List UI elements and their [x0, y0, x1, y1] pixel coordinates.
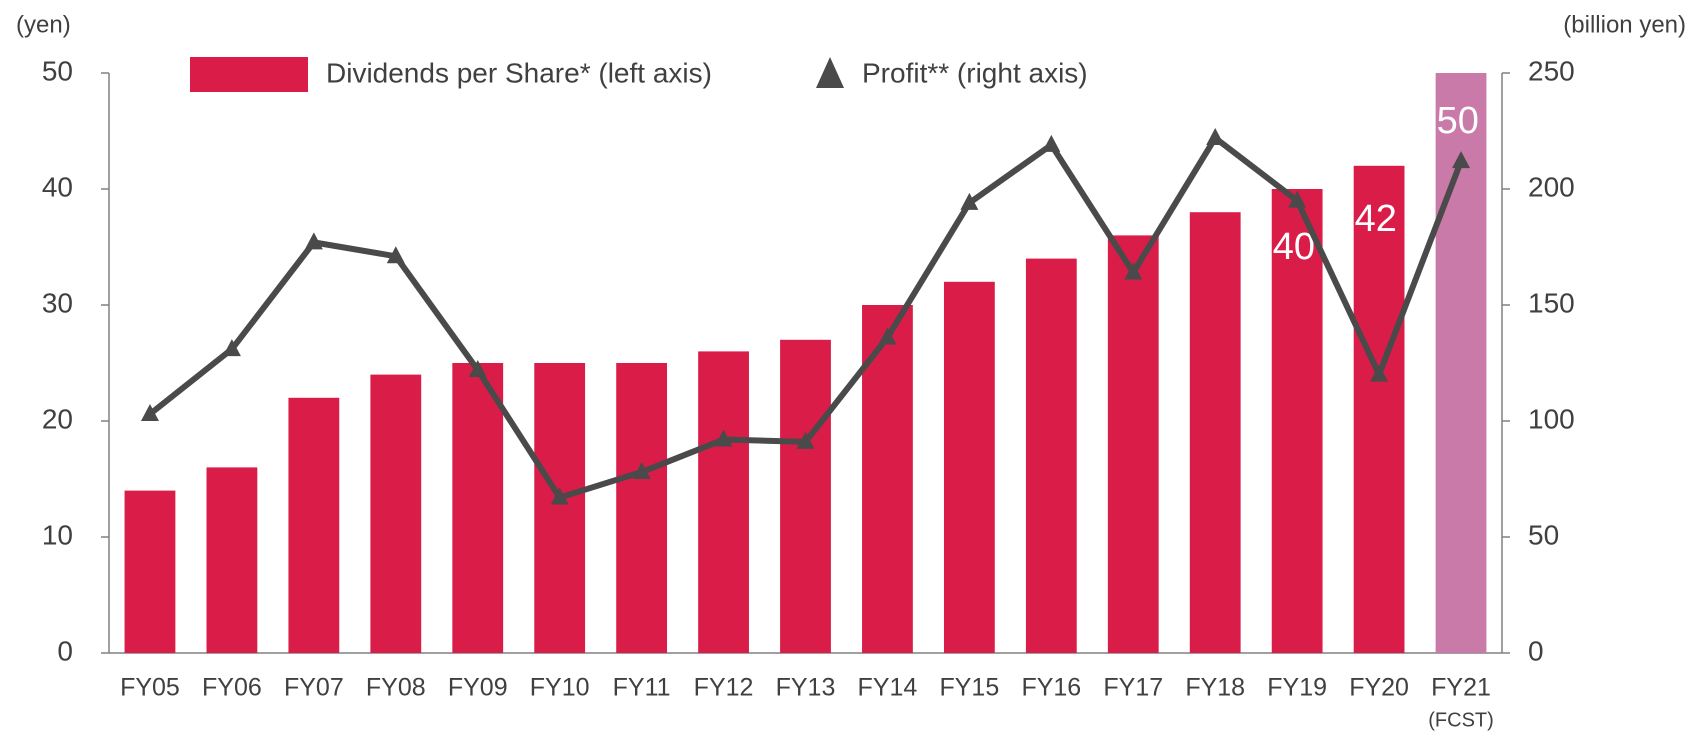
- bar: [534, 363, 586, 653]
- y-tick-label: 50: [42, 55, 73, 86]
- y2-tick-label: 200: [1528, 171, 1575, 202]
- y2-tick-label: 250: [1528, 55, 1575, 86]
- bar: [1353, 165, 1405, 654]
- y-tick-label: 40: [42, 171, 73, 202]
- marker: [222, 339, 241, 357]
- x-tick-label: FY11: [613, 674, 671, 702]
- bar: [698, 351, 749, 653]
- bar: [370, 374, 422, 653]
- y2-tick-label: 50: [1528, 519, 1559, 550]
- marker: [1206, 127, 1225, 145]
- marker: [1042, 134, 1061, 152]
- marker: [140, 404, 159, 422]
- x-tick-label: FY07: [284, 674, 344, 702]
- x-tick-label: FY13: [776, 674, 836, 702]
- marker: [632, 462, 651, 480]
- bar: [780, 339, 831, 653]
- marker: [1370, 364, 1389, 382]
- y2-tick-label: 0: [1528, 635, 1544, 666]
- marker: [468, 359, 487, 377]
- x-tick-label: FY12: [694, 674, 754, 702]
- data-label: 42: [1355, 198, 1397, 240]
- x-tick-label: FY06: [202, 674, 262, 702]
- bar: [1271, 189, 1323, 653]
- y2-axis-label: (billion yen): [1563, 11, 1686, 38]
- y2-tick-label: 100: [1528, 403, 1575, 434]
- marker: [1452, 151, 1471, 169]
- x-tick-label: FY18: [1185, 674, 1245, 702]
- annotation: (FCST): [1428, 709, 1494, 731]
- legend-swatch: [190, 57, 308, 92]
- x-tick-label: FY15: [939, 674, 999, 702]
- legend-label: Profit** (right axis): [862, 57, 1088, 88]
- x-tick-label: FY14: [858, 674, 918, 702]
- x-tick-label: FY05: [120, 674, 180, 702]
- y2-tick-label: 150: [1528, 287, 1575, 318]
- marker: [386, 246, 405, 264]
- bar: [616, 363, 668, 653]
- legend-label: Dividends per Share* (left axis): [326, 57, 712, 88]
- x-tick-label: FY10: [530, 674, 590, 702]
- bar: [1025, 258, 1077, 653]
- bar: [1107, 235, 1159, 653]
- bar: [124, 490, 176, 653]
- marker: [960, 192, 979, 210]
- y-tick-label: 10: [42, 519, 73, 550]
- x-tick-label: FY19: [1267, 674, 1327, 702]
- legend-swatch: [816, 57, 844, 88]
- bar: [452, 363, 504, 653]
- marker: [714, 429, 733, 447]
- bar: [1189, 212, 1241, 653]
- y-axis-label: (yen): [16, 11, 71, 38]
- data-label: 50: [1437, 100, 1479, 142]
- bar: [943, 281, 995, 653]
- marker: [796, 431, 815, 449]
- bar: [206, 467, 258, 653]
- x-tick-label: FY16: [1021, 674, 1081, 702]
- x-tick-label: FY17: [1103, 674, 1163, 702]
- marker: [550, 487, 569, 505]
- x-tick-label: FY08: [366, 674, 426, 702]
- y-tick-label: 30: [42, 287, 73, 318]
- y-tick-label: 0: [57, 635, 73, 666]
- x-tick-label: FY21: [1431, 674, 1491, 702]
- x-tick-label: FY20: [1349, 674, 1409, 702]
- marker: [1288, 190, 1307, 208]
- bar: [288, 397, 340, 653]
- x-tick-label: FY09: [448, 674, 508, 702]
- marker: [304, 232, 323, 250]
- data-label: 40: [1273, 226, 1315, 268]
- bar: [1435, 73, 1487, 653]
- marker: [1124, 262, 1143, 280]
- marker: [878, 327, 897, 345]
- y-tick-label: 20: [42, 403, 73, 434]
